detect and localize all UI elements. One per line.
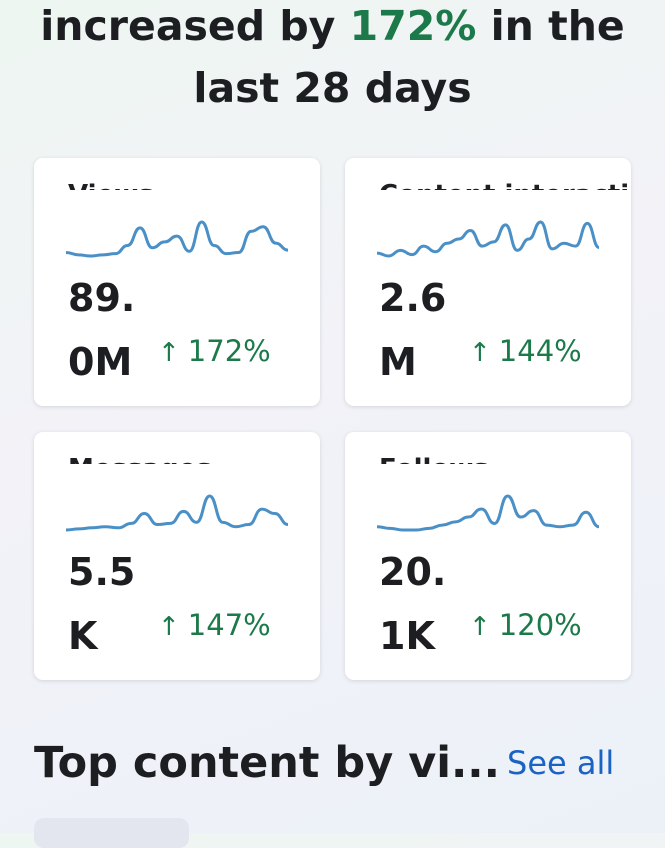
card-label: Follows: [379, 452, 489, 464]
card-value: 89.0M: [68, 276, 136, 384]
card-value: 2.6M: [379, 276, 447, 384]
follows-sparkline: [377, 494, 600, 532]
headline: increased by 172% in the last 28 days: [0, 0, 665, 119]
card-label: Messages: [68, 452, 212, 464]
section-title: Top content by vi...: [34, 738, 500, 788]
views-sparkline: [66, 220, 289, 258]
messages-sparkline: [66, 494, 289, 532]
card-value: 5.5K: [68, 550, 136, 658]
delta-value: 144%: [498, 334, 582, 368]
delta-value: 120%: [498, 608, 582, 642]
card-delta: ↑ 147%: [158, 608, 271, 642]
headline-prefix: increased by: [40, 2, 350, 50]
card-delta: ↑ 120%: [469, 608, 582, 642]
card-label: Views: [68, 178, 154, 190]
arrow-up-icon: ↑: [469, 338, 491, 368]
content-interactions-card[interactable]: Content interactions 2.6M ↑144%: [345, 158, 631, 406]
card-value: 20.1K: [379, 550, 447, 658]
arrow-up-icon: ↑: [469, 612, 491, 642]
card-label: Content interactions: [379, 178, 631, 190]
content-interactions-sparkline: [377, 220, 600, 258]
arrow-up-icon: ↑: [158, 612, 180, 642]
messages-card[interactable]: Messages 5.5K ↑147%: [34, 432, 320, 680]
views-card[interactable]: Views 89.0M ↑172%: [34, 158, 320, 406]
delta-value: 147%: [187, 608, 271, 642]
card-delta: ↑ 144%: [469, 334, 582, 368]
delta-value: 172%: [187, 334, 271, 368]
headline-percent: 172%: [349, 2, 477, 50]
headline-suffix: in the last 28 days: [193, 2, 625, 112]
card-delta: ↑ 172%: [158, 334, 271, 368]
content-thumbnail[interactable]: [34, 818, 189, 848]
arrow-up-icon: ↑: [158, 338, 180, 368]
see-all-link[interactable]: See all: [507, 744, 615, 782]
follows-card[interactable]: Follows 20.1K ↑120%: [345, 432, 631, 680]
